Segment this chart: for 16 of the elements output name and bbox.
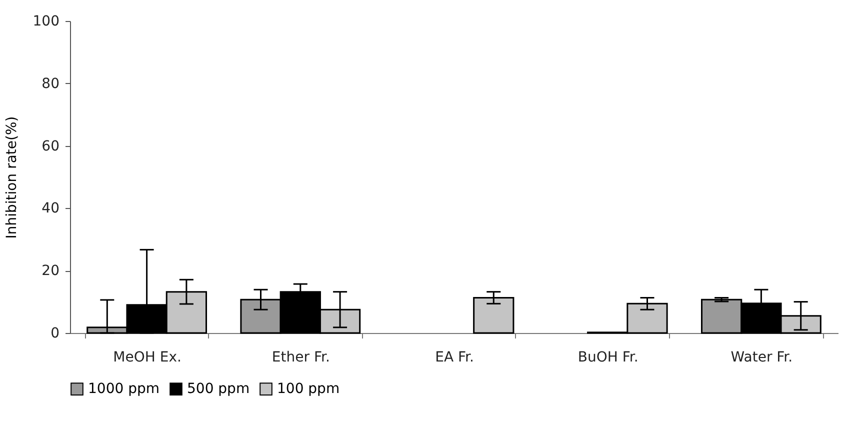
x-tick-label: MeOH Ex. <box>113 350 182 366</box>
y-tick-label: 40 <box>42 200 60 217</box>
x-tick-label: EA Fr. <box>435 350 474 366</box>
y-axis-title: Inhibition rate(%) <box>4 116 20 239</box>
x-tick-label: BuOH Fr. <box>578 350 638 366</box>
x-tick-label: Water Fr. <box>730 350 793 366</box>
y-tick-label: 20 <box>42 263 60 280</box>
y-tick-label: 100 <box>32 14 60 30</box>
y-tick-label: 0 <box>50 326 60 342</box>
y-tick-label: 80 <box>42 76 60 92</box>
y-tick-label: 60 <box>42 138 60 154</box>
legend-label: 1000 ppm <box>88 381 160 398</box>
legend-label: 500 ppm <box>187 381 250 398</box>
x-tick-label: Ether Fr. <box>272 350 330 366</box>
legend-label: 100 ppm <box>277 381 340 398</box>
bar <box>473 296 514 334</box>
